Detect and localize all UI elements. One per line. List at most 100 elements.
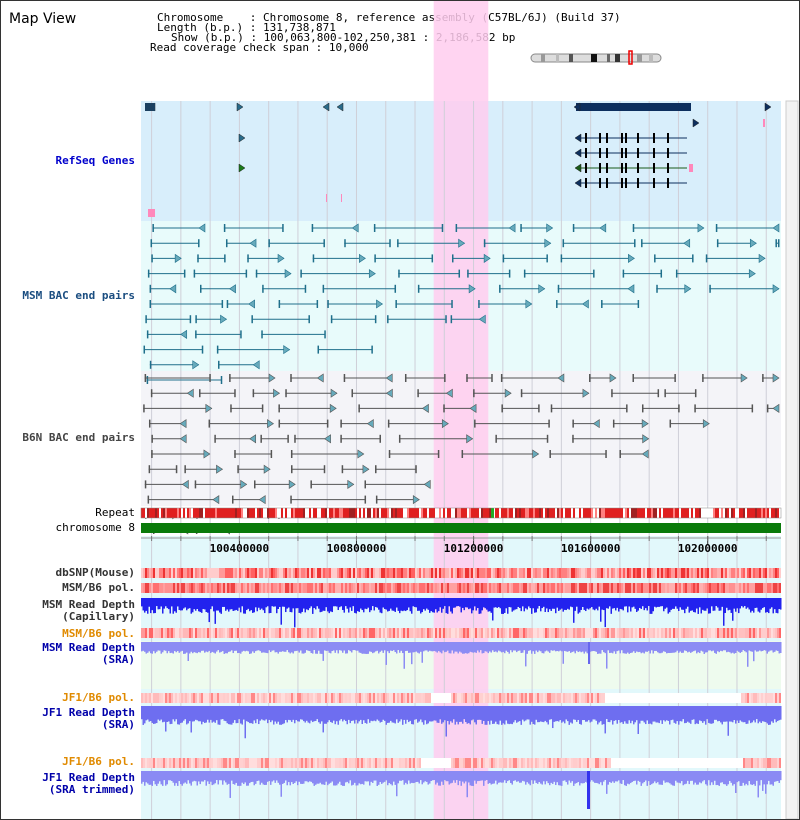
msm-read-depth-capillary-bar: [384, 598, 386, 609]
msm-read-depth-sra-bar: [316, 642, 318, 654]
jf1-read-depth-sra-bar: [405, 706, 407, 724]
msm-read-depth-sra-bar: [571, 642, 573, 652]
msm-bac-pair-arrow: [478, 314, 486, 324]
msm-read-depth-capillary-bar: [558, 598, 560, 611]
dbsnp-strip-cell: [563, 568, 565, 578]
repeat-element: [325, 508, 327, 518]
repeat-element: [627, 508, 629, 518]
jf1-read-depth-trimmed-bar: [772, 771, 774, 786]
msm-read-depth-capillary-bar: [685, 598, 687, 609]
jf1-read-depth-sra-bar: [543, 706, 545, 723]
msm-read-depth-capillary-bar: [664, 598, 666, 609]
msm-bac-pair: [654, 254, 694, 263]
msm-bac-pair-arrow: [684, 284, 692, 294]
msm-b6-pol-strip-cell: [359, 583, 361, 593]
jf1-read-depth-trimmed: [141, 771, 782, 798]
jf1-b6-pol-strip-cell: [359, 693, 361, 703]
msm-b6-pol-strip-cell: [397, 583, 399, 593]
jf1-b6-pol-strip-cell: [757, 693, 759, 703]
jf1-read-depth-trimmed-bar: [735, 771, 737, 793]
jf1-b6-pol-strip-cell: [205, 693, 207, 703]
msm-b6-pol-strip-cell: [411, 583, 413, 593]
jf1-read-depth-sra-bar: [276, 706, 278, 724]
b6n-bac-pair: [375, 465, 417, 474]
jf1-b6-pol-trim-strip-cell: [699, 758, 701, 768]
msm-read-depth-capillary-bar: [141, 598, 143, 607]
msm-read-depth-sra-bar: [684, 642, 686, 651]
dbsnp-strip-cell: [361, 568, 363, 578]
repeat-element: [701, 508, 703, 518]
msm-b6-pol-strip-cell: [679, 583, 681, 593]
b6n-bac-pair-end: [323, 465, 326, 474]
jf1-read-depth-sra-bar: [204, 706, 206, 724]
msm-b6-pol-strip-cell: [575, 583, 577, 593]
msm-bac-pair: [322, 284, 397, 293]
msm-bac-pair-end: [223, 224, 226, 232]
repeat-element: [285, 508, 287, 518]
jf1-read-depth-trimmed-bar: [318, 771, 320, 784]
msm-read-depth-capillary-bar: [204, 598, 206, 610]
msm-read-depth-sra-bar: [373, 642, 375, 653]
msm-b6-pol-sra-strip-cell: [581, 628, 583, 638]
jf1-b6-pol-strip-cell: [693, 693, 695, 703]
msm-b6-pol-sra-strip-cell: [659, 628, 661, 638]
repeat-element: [383, 508, 385, 518]
msm-read-depth-sra-bar: [190, 642, 192, 652]
msm-read-depth-sra-bar: [307, 642, 309, 651]
msm-b6-pol-sra-strip-cell: [431, 628, 433, 638]
msm-read-depth-capillary-bar: [345, 598, 347, 607]
msm-bac-pair-end: [193, 269, 196, 278]
dbsnp-strip-cell: [311, 568, 313, 578]
dbsnp-strip-cell: [413, 568, 415, 578]
msm-read-depth-sra-bar: [289, 642, 291, 654]
jf1-read-depth-trimmed-bar: [526, 771, 528, 783]
msm-b6-pol-strip-cell: [753, 583, 755, 593]
jf1-read-depth-trimmed-bar: [550, 771, 552, 783]
dbsnp-strip-cell: [653, 568, 655, 578]
msm-b6-pol-strip-cell: [191, 583, 193, 593]
b6n-bac-pair: [589, 373, 617, 383]
repeat-element: [151, 508, 153, 518]
msm-read-depth-sra-bar: [279, 642, 281, 652]
jf1-b6-pol-strip-cell: [711, 693, 713, 703]
msm-read-depth-capillary-bar: [276, 598, 278, 614]
msm-read-depth-capillary-bar: [603, 598, 605, 611]
b6n-bac-pair-end: [234, 389, 236, 398]
jf1-read-depth-trimmed-bar: [267, 771, 269, 782]
msm-read-depth-capillary-bar: [741, 598, 743, 607]
jf1-b6-pol-trim-strip-cell: [765, 758, 767, 768]
b6n-bac-pair-end: [358, 404, 360, 413]
msm-read-depth-sra-bar: [216, 642, 218, 652]
jf1-read-depth-trimmed-bar: [231, 771, 233, 781]
jf1-read-depth-trimmed-bar: [714, 771, 716, 781]
jf1-read-depth-sra-bar: [468, 706, 470, 724]
dbsnp-strip-cell: [765, 568, 767, 578]
jf1-read-depth-trimmed-bar: [390, 771, 392, 785]
jf1-b6-pol-trim-strip-cell: [757, 758, 759, 768]
refseq-exon: [625, 148, 627, 158]
jf1-read-depth-sra-bar: [652, 706, 654, 722]
jf1-read-depth-trimmed-bar: [261, 771, 263, 783]
dbsnp-strip-cell: [769, 568, 771, 578]
msm-bac-pair-end: [601, 300, 603, 308]
b6n-bac-pair-end: [254, 480, 256, 489]
dbsnp-strip-cell: [323, 568, 325, 578]
jf1-b6-pol-trim-strip-cell: [637, 758, 639, 768]
repeat-element: [181, 508, 183, 518]
msm-read-depth-sra-line2: (SRA): [101, 653, 135, 666]
msm-bac-pair-end: [147, 269, 150, 278]
jf1-read-depth-trimmed-bar: [538, 771, 540, 783]
msm-b6-pol-strip-cell: [285, 583, 287, 593]
repeat-element: [333, 508, 335, 518]
repeat-element: [357, 508, 359, 518]
dbsnp-strip-cell: [745, 568, 747, 578]
msm-bac-pair-end: [374, 254, 376, 263]
msm-read-depth-sra-bar: [610, 642, 612, 653]
jf1-read-depth-sra-bar: [297, 706, 299, 722]
b6n-bac-pair: [184, 464, 223, 474]
msm-b6-pol-strip-cell: [731, 583, 733, 593]
jf1-b6-pol-trim-strip-cell: [643, 758, 645, 768]
refseq-exon: [585, 178, 587, 188]
msm-read-depth-capillary-bar: [601, 598, 603, 610]
